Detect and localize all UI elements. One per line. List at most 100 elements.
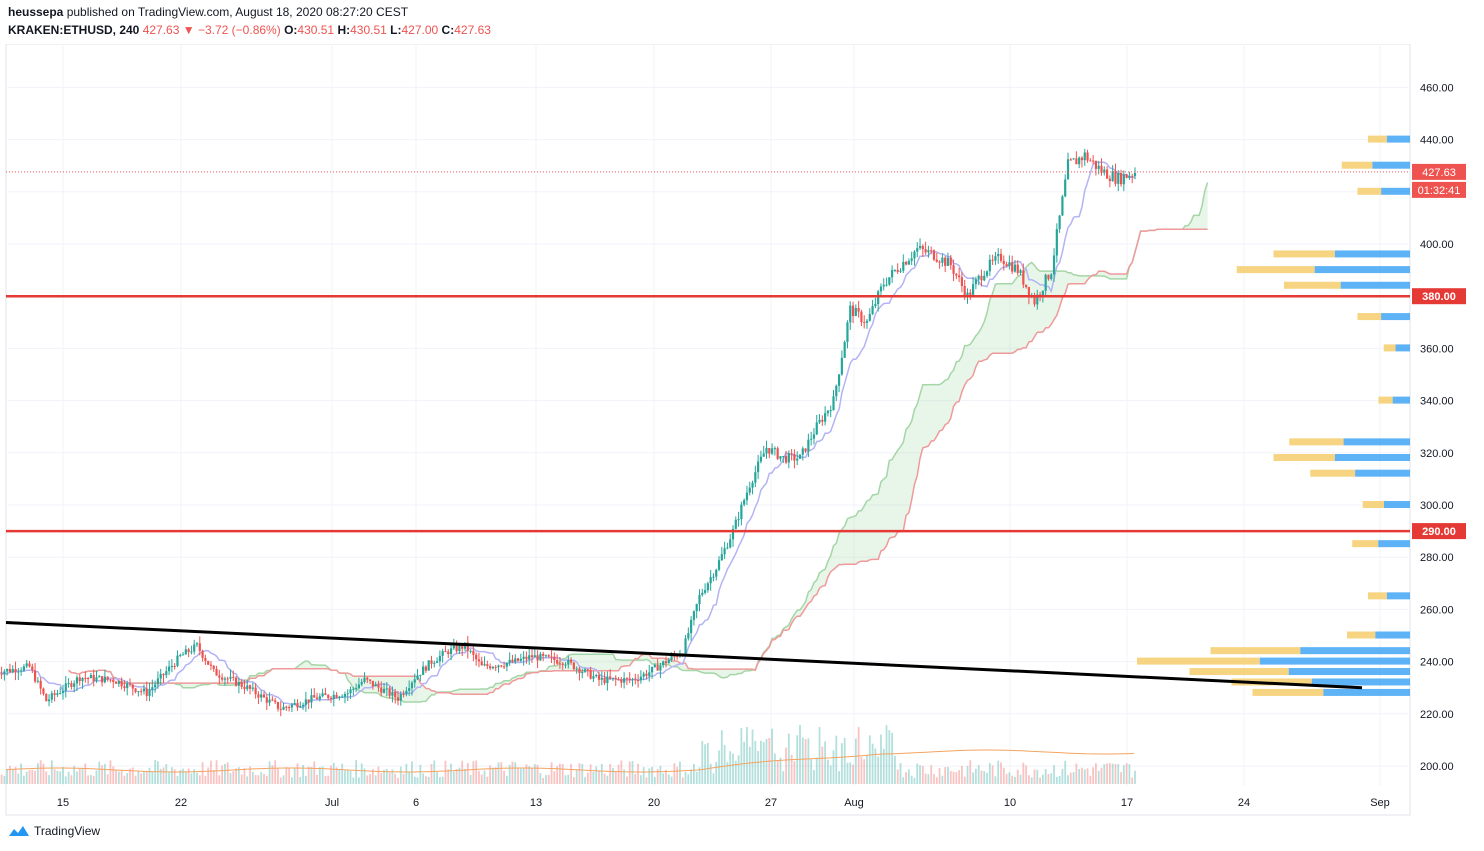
candle-body bbox=[67, 683, 70, 685]
volume-bar bbox=[1097, 770, 1100, 784]
candle-body bbox=[516, 658, 520, 661]
volume-bar bbox=[1022, 762, 1025, 784]
volume-bar bbox=[994, 776, 997, 784]
volume-bar bbox=[916, 763, 919, 784]
volume-bar bbox=[1128, 764, 1131, 784]
candle-body bbox=[603, 677, 606, 684]
candle-body bbox=[366, 677, 369, 680]
volume-bar bbox=[648, 768, 651, 784]
volume-profile bbox=[1137, 135, 1410, 696]
volume-bar bbox=[45, 771, 48, 784]
volume-bar bbox=[271, 765, 274, 784]
candle-body bbox=[997, 253, 1000, 257]
volume-bar bbox=[1025, 765, 1028, 784]
volume-bar bbox=[952, 771, 955, 784]
candle-body bbox=[539, 653, 542, 661]
volume-profile-bar-buy bbox=[1375, 631, 1410, 639]
volume-bar bbox=[1086, 768, 1089, 784]
candle-body bbox=[821, 419, 824, 422]
volume-bar bbox=[330, 765, 332, 784]
candle-body bbox=[377, 684, 380, 688]
candle-body bbox=[276, 702, 280, 709]
tradingview-brand[interactable]: TradingView bbox=[8, 824, 100, 838]
candle-body bbox=[913, 251, 916, 259]
candle-body bbox=[712, 576, 715, 578]
volume-bar bbox=[436, 772, 438, 784]
price-tick-label: 200.00 bbox=[1420, 761, 1454, 773]
volume-bar bbox=[193, 769, 196, 784]
candle-body bbox=[282, 706, 285, 710]
price-axis: 200.00 220.00 240.00 260.00 280.00 300.00 320.… bbox=[1412, 82, 1466, 773]
volume-bar bbox=[224, 763, 226, 784]
candle-body bbox=[1013, 264, 1017, 272]
candle-body bbox=[248, 685, 252, 689]
candle-body bbox=[592, 676, 595, 679]
drawings[interactable] bbox=[5, 171, 1410, 690]
candle-body bbox=[874, 304, 877, 307]
candle-body bbox=[1005, 264, 1008, 267]
symbol-label[interactable]: KRAKEN:ETHUSD, 240 bbox=[8, 23, 140, 37]
volume-bar bbox=[494, 767, 497, 784]
candle-body bbox=[59, 693, 62, 695]
volume-profile-bar-sell bbox=[1368, 592, 1387, 600]
volume-bar bbox=[838, 771, 840, 784]
volume-bar bbox=[478, 770, 480, 784]
volume-bar bbox=[1064, 760, 1067, 784]
candle-body bbox=[355, 688, 358, 690]
candle-body bbox=[240, 682, 243, 687]
candle-body bbox=[179, 654, 182, 656]
volume-bar bbox=[969, 760, 972, 784]
candle-body bbox=[519, 658, 522, 661]
volume-bar bbox=[42, 763, 45, 784]
volume-bar bbox=[966, 765, 969, 784]
volume-bar bbox=[670, 776, 673, 784]
price-chart[interactable]: 200.00 220.00 240.00 260.00 280.00 300.00 320.… bbox=[0, 44, 1484, 818]
volume-bar bbox=[656, 769, 659, 784]
candle-body bbox=[1089, 160, 1092, 162]
candle-body bbox=[508, 659, 511, 663]
volume-bar bbox=[131, 767, 134, 784]
volume-bar bbox=[346, 769, 349, 784]
volume-bar bbox=[849, 762, 852, 784]
candle-body bbox=[902, 261, 905, 271]
plot-frame bbox=[5, 44, 1411, 816]
candle-body bbox=[896, 269, 899, 272]
volume-bar bbox=[425, 776, 427, 784]
time-tick-label: Jul bbox=[325, 797, 339, 809]
candle-body bbox=[754, 472, 757, 483]
candle-body bbox=[1055, 229, 1058, 256]
candle-body bbox=[324, 693, 327, 695]
volume-bar bbox=[1125, 763, 1128, 784]
candle-body bbox=[81, 677, 84, 682]
candle-body bbox=[137, 691, 140, 693]
volume-bar bbox=[458, 767, 461, 784]
candle-body bbox=[293, 702, 296, 705]
candle-body bbox=[617, 679, 620, 681]
candle-body bbox=[581, 671, 584, 674]
candle-body bbox=[935, 259, 938, 262]
volume-bar bbox=[461, 760, 464, 784]
publisher-name[interactable]: heussepa bbox=[8, 5, 64, 19]
volume-bar bbox=[737, 755, 740, 784]
volume-bar bbox=[829, 765, 832, 784]
candle-body bbox=[28, 663, 31, 667]
candle-body bbox=[575, 668, 578, 670]
candle-body bbox=[207, 660, 210, 665]
candle-body bbox=[569, 659, 573, 663]
volume-bar bbox=[492, 767, 494, 784]
volume-bar bbox=[709, 763, 712, 784]
candle-body bbox=[556, 660, 559, 664]
candle-body bbox=[1100, 165, 1103, 173]
volume-bar bbox=[408, 771, 411, 784]
volume-bar bbox=[293, 768, 296, 784]
candle-body bbox=[321, 693, 324, 697]
volume-bar bbox=[531, 768, 533, 784]
volume-bar bbox=[1036, 769, 1039, 784]
price-tick-label: 260.00 bbox=[1420, 604, 1454, 616]
volume-bar bbox=[279, 777, 282, 784]
candle-body bbox=[715, 569, 718, 577]
volume-profile-bar-sell bbox=[1284, 281, 1341, 289]
volume-bar bbox=[698, 767, 701, 784]
candle-body bbox=[522, 656, 525, 659]
candle-body bbox=[709, 577, 712, 584]
